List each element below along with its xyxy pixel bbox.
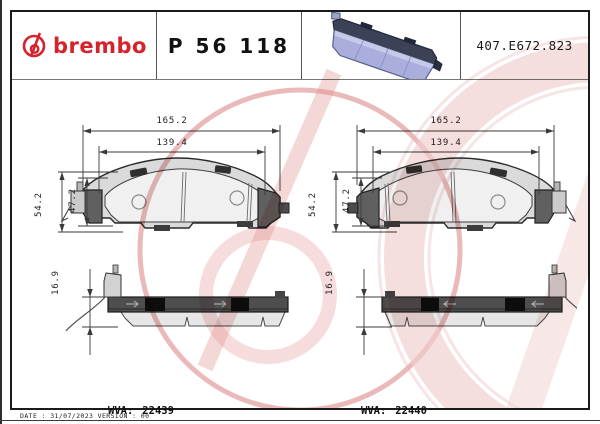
- wva-value-right: 22440: [395, 405, 427, 417]
- part-number: P 56 118: [167, 33, 291, 58]
- dim-width-outer-left: 165.2: [156, 116, 187, 126]
- sheet-border: [10, 10, 590, 410]
- dim-thickness-left: 16.9: [51, 270, 61, 295]
- spec-block-left: WVA:22439 QTY:x2: [108, 381, 174, 424]
- brand-wordmark: brembo: [53, 33, 147, 58]
- dim-height-outer-right: 54.2: [308, 192, 318, 217]
- wva-value-left: 22439: [142, 405, 174, 417]
- scan-edge-strip: [0, 0, 2, 424]
- drawing-right-pad: 165.2 139.4 54.2 47.2 16.9: [308, 116, 577, 356]
- header-divider-1: [156, 12, 157, 79]
- drawing-left-pad: 165.2 139.4 54.2 47.2 16.9: [34, 116, 290, 356]
- dim-height-inner-left: 47.2: [68, 188, 78, 213]
- product-photo-cell: [302, 12, 460, 79]
- footer-date-line: DATE : 31/07/2023 VERSION : 00: [20, 412, 150, 420]
- reference-number-cell: 407.E672.823: [461, 12, 588, 79]
- part-number-cell: P 56 118: [157, 12, 301, 79]
- header-divider-2: [301, 12, 302, 79]
- brand-logo: brembo: [12, 12, 156, 79]
- brembo-ring-b-icon: [22, 32, 46, 58]
- dim-width-outer-right: 165.2: [430, 116, 461, 126]
- dim-height-outer-left: 54.2: [34, 192, 44, 217]
- dim-thickness-right: 16.9: [325, 270, 335, 295]
- dim-width-inner-right: 139.4: [430, 138, 461, 148]
- footer-rule: [0, 420, 600, 421]
- spec-block-right: WVA:22440 QTY:x2: [361, 381, 427, 424]
- dim-width-inner-left: 139.4: [156, 138, 187, 148]
- brake-pad-3d-render: [331, 12, 443, 79]
- dim-height-inner-right: 47.2: [342, 188, 352, 213]
- wva-label-left: WVA:: [108, 405, 134, 417]
- wva-label-right: WVA:: [361, 405, 387, 417]
- reference-number: 407.E672.823: [476, 38, 573, 53]
